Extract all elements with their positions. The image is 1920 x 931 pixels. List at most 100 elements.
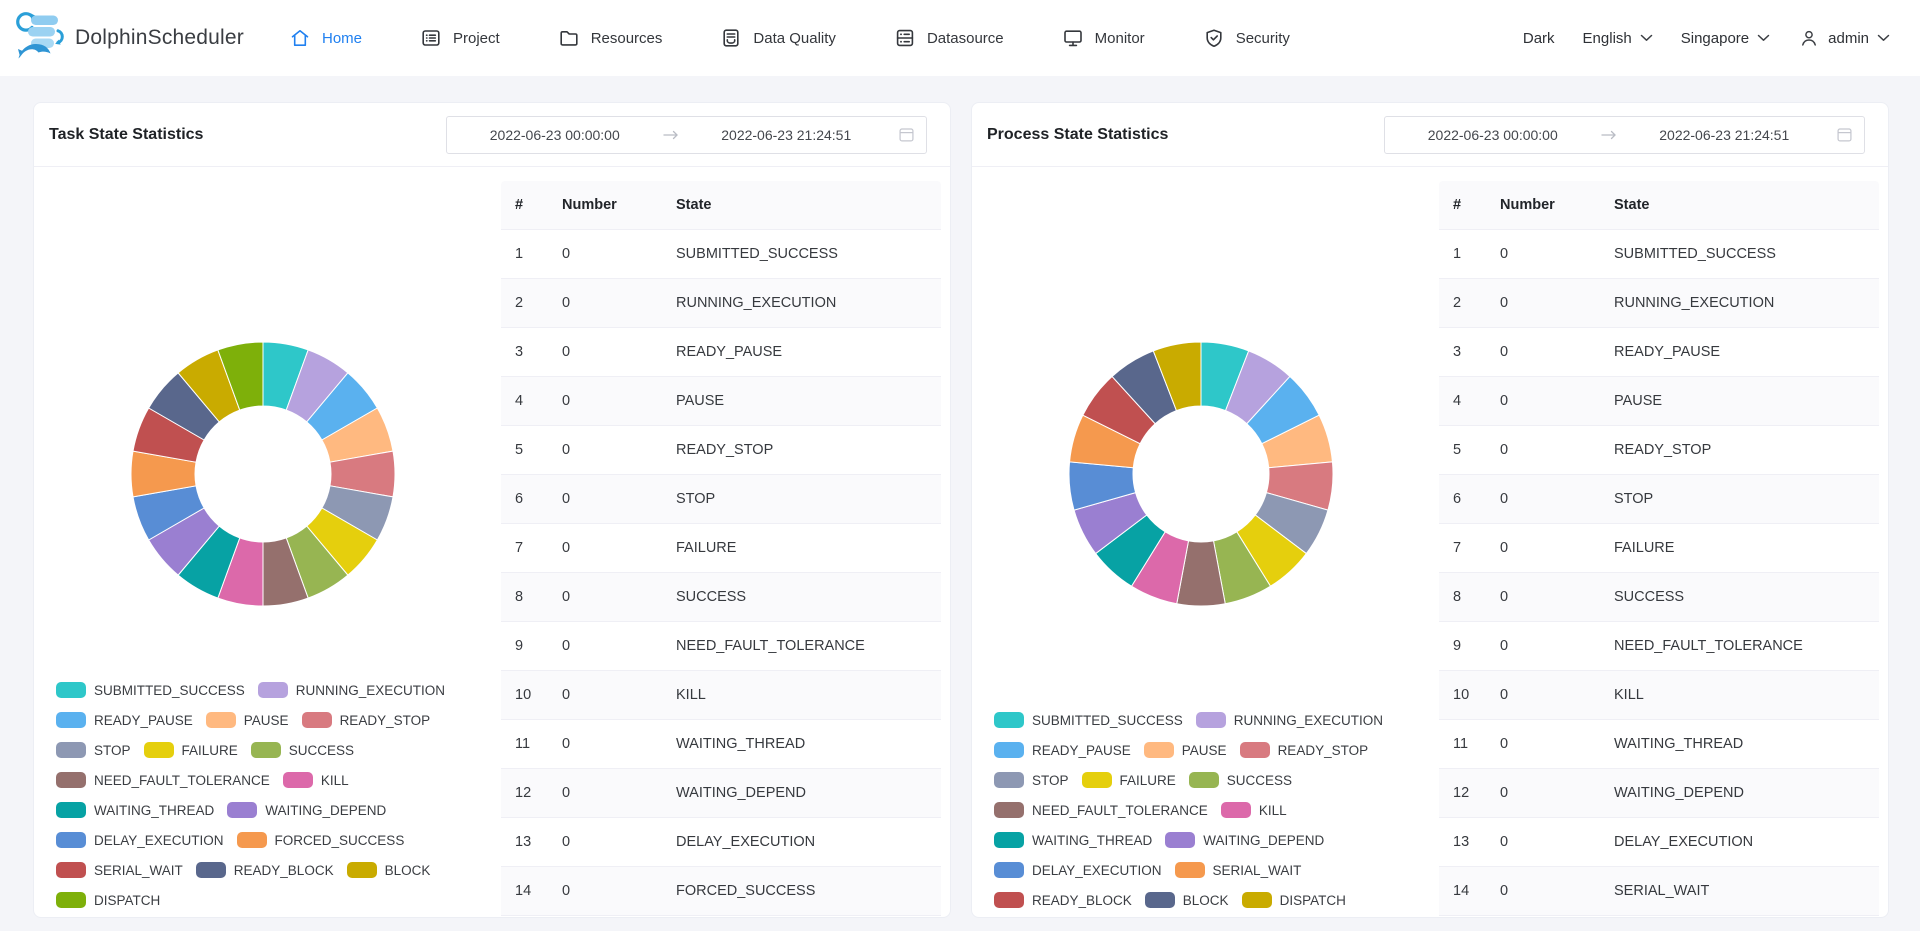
process-date-range-picker[interactable]: 2022-06-23 00:00:00 2022-06-23 21:24:51: [1384, 115, 1865, 154]
dashboard-content: Task State Statistics 2022-06-23 00:00:00…: [0, 76, 1920, 918]
process-state-donut-chart[interactable]: [1051, 324, 1351, 624]
cell-state: PAUSE: [675, 376, 941, 426]
nav-item-project[interactable]: Project: [419, 26, 500, 50]
nav-item-security[interactable]: Security: [1202, 26, 1290, 50]
legend-item-stop[interactable]: STOP: [56, 742, 131, 758]
legend-item-submitted-success[interactable]: SUBMITTED_SUCCESS: [56, 682, 245, 698]
cell-number: 0: [561, 866, 675, 916]
legend-swatch: [56, 862, 86, 878]
legend-item-ready-block[interactable]: READY_BLOCK: [195, 862, 334, 878]
timezone-select-value: Singapore: [1680, 29, 1750, 47]
legend-item-dispatch[interactable]: DISPATCH: [56, 892, 160, 908]
task-state-donut-chart[interactable]: [113, 324, 413, 624]
legend-item-kill[interactable]: KILL: [282, 772, 349, 788]
legend-row: DELAY_EXECUTION SERIAL_WAIT: [994, 855, 1383, 885]
legend-item-serial-wait[interactable]: SERIAL_WAIT: [56, 862, 183, 878]
legend-item-stop[interactable]: STOP: [994, 772, 1069, 788]
chevron-down-icon: [1757, 34, 1770, 42]
legend-row: READY_PAUSE PAUSE READY_STOP: [56, 705, 445, 735]
date-range-end[interactable]: 2022-06-23 21:24:51: [1659, 126, 1790, 143]
cell-state: WAITING_THREAD: [675, 719, 941, 769]
legend-item-waiting-depend[interactable]: WAITING_DEPEND: [227, 802, 386, 818]
legend-item-dispatch[interactable]: DISPATCH: [1241, 892, 1346, 908]
theme-toggle-button[interactable]: Dark: [1523, 30, 1555, 47]
cell-index: 8: [501, 572, 561, 622]
legend-label: WAITING_THREAD: [94, 802, 215, 818]
nav-item-home[interactable]: Home: [288, 26, 362, 50]
legend-item-ready-block[interactable]: READY_BLOCK: [994, 892, 1132, 908]
legend-item-pause[interactable]: PAUSE: [1143, 742, 1227, 758]
legend-item-kill[interactable]: KILL: [1220, 802, 1287, 818]
legend-item-ready-pause[interactable]: READY_PAUSE: [56, 712, 193, 728]
language-select-value: English: [1582, 29, 1632, 47]
cell-number: 0: [561, 474, 675, 524]
legend-label: WAITING_DEPEND: [265, 802, 387, 818]
cell-number: 0: [561, 278, 675, 328]
legend-item-need-fault-tolerance[interactable]: NEED_FAULT_TOLERANCE: [56, 772, 270, 788]
cell-number: 0: [561, 719, 675, 769]
cell-state: SUCCESS: [675, 572, 941, 622]
nav-item-resources[interactable]: Resources: [557, 26, 662, 50]
cell-state: READY_PAUSE: [1613, 327, 1879, 377]
legend-item-serial-wait[interactable]: SERIAL_WAIT: [1174, 862, 1301, 878]
date-range-end[interactable]: 2022-06-23 21:24:51: [721, 126, 852, 143]
legend-item-success[interactable]: SUCCESS: [250, 742, 354, 758]
legend-item-block[interactable]: BLOCK: [346, 862, 430, 878]
legend-item-waiting-thread[interactable]: WAITING_THREAD: [56, 802, 214, 818]
legend-label: STOP: [1032, 772, 1069, 788]
card-title: Process State Statistics: [987, 125, 1169, 143]
legend-item-delay-execution[interactable]: DELAY_EXECUTION: [994, 862, 1162, 878]
table-row: 12 0 WAITING_DEPEND: [1439, 768, 1879, 818]
column-header-number: Number: [561, 181, 675, 230]
app-logo[interactable]: DolphinScheduler: [16, 11, 244, 65]
cell-index: 4: [501, 376, 561, 426]
date-range-start[interactable]: 2022-06-23 00:00:00: [489, 126, 620, 143]
timezone-select[interactable]: Singapore: [1681, 30, 1770, 47]
legend-item-waiting-thread[interactable]: WAITING_THREAD: [994, 832, 1152, 848]
cell-state: RUNNING_EXECUTION: [675, 278, 941, 328]
nav-item-data-quality[interactable]: Data Quality: [719, 26, 836, 50]
legend-item-submitted-success[interactable]: SUBMITTED_SUCCESS: [994, 712, 1183, 728]
cell-index: 14: [501, 866, 561, 916]
cell-number: 0: [1499, 425, 1613, 475]
task-state-statistics-card: Task State Statistics 2022-06-23 00:00:00…: [33, 102, 951, 918]
cell-index: 10: [501, 670, 561, 720]
date-range-start[interactable]: 2022-06-23 00:00:00: [1427, 126, 1558, 143]
legend-item-pause[interactable]: PAUSE: [205, 712, 289, 728]
cell-number: 0: [1499, 229, 1613, 279]
nav-item-monitor[interactable]: Monitor: [1061, 26, 1145, 50]
donut-slice-dispatch[interactable]: [217, 341, 264, 411]
task-date-range-picker[interactable]: 2022-06-23 00:00:00 2022-06-23 21:24:51: [446, 115, 927, 154]
legend-item-failure[interactable]: FAILURE: [143, 742, 238, 758]
chart-area: SUBMITTED_SUCCESS RUNNING_EXECUTION READY_…: [34, 167, 500, 917]
cell-state: READY_PAUSE: [675, 327, 941, 377]
legend-item-block[interactable]: BLOCK: [1144, 892, 1229, 908]
legend-row: READY_PAUSE PAUSE READY_STOP: [994, 735, 1383, 765]
legend-item-forced-success[interactable]: FORCED_SUCCESS: [236, 832, 404, 848]
cell-index: 6: [501, 474, 561, 524]
legend-item-running-execution[interactable]: RUNNING_EXECUTION: [1195, 712, 1383, 728]
language-select[interactable]: English: [1583, 30, 1653, 47]
legend-label: KILL: [1258, 802, 1287, 818]
state-table: # Number State 1 0 SUBMITTED_SUCCESS 2 0 RUNNING…: [1439, 181, 1879, 917]
legend-item-waiting-depend[interactable]: WAITING_DEPEND: [1165, 832, 1324, 848]
legend-swatch: [1165, 832, 1196, 848]
donut-slice-dispatch[interactable]: [1152, 341, 1202, 412]
legend-swatch: [346, 862, 377, 878]
legend-row: STOP FAILURE SUCCESS: [994, 765, 1383, 795]
legend-item-success[interactable]: SUCCESS: [1188, 772, 1292, 788]
legend-item-failure[interactable]: FAILURE: [1081, 772, 1176, 788]
legend-item-ready-stop[interactable]: READY_STOP: [301, 712, 430, 728]
state-table: # Number State 1 0 SUBMITTED_SUCCESS 2 0 RUNNING…: [501, 181, 941, 917]
cell-state: READY_STOP: [1613, 425, 1879, 475]
legend-item-ready-stop[interactable]: READY_STOP: [1239, 742, 1368, 758]
user-menu[interactable]: admin: [1798, 27, 1890, 49]
dolphinscheduler-logo-icon: [16, 11, 66, 65]
chevron-down-icon: [1640, 34, 1653, 42]
legend-item-running-execution[interactable]: RUNNING_EXECUTION: [257, 682, 445, 698]
legend-item-need-fault-tolerance[interactable]: NEED_FAULT_TOLERANCE: [994, 802, 1208, 818]
legend-swatch: [994, 712, 1024, 728]
nav-item-datasource[interactable]: Datasource: [893, 26, 1004, 50]
legend-item-ready-pause[interactable]: READY_PAUSE: [994, 742, 1131, 758]
legend-item-delay-execution[interactable]: DELAY_EXECUTION: [56, 832, 224, 848]
